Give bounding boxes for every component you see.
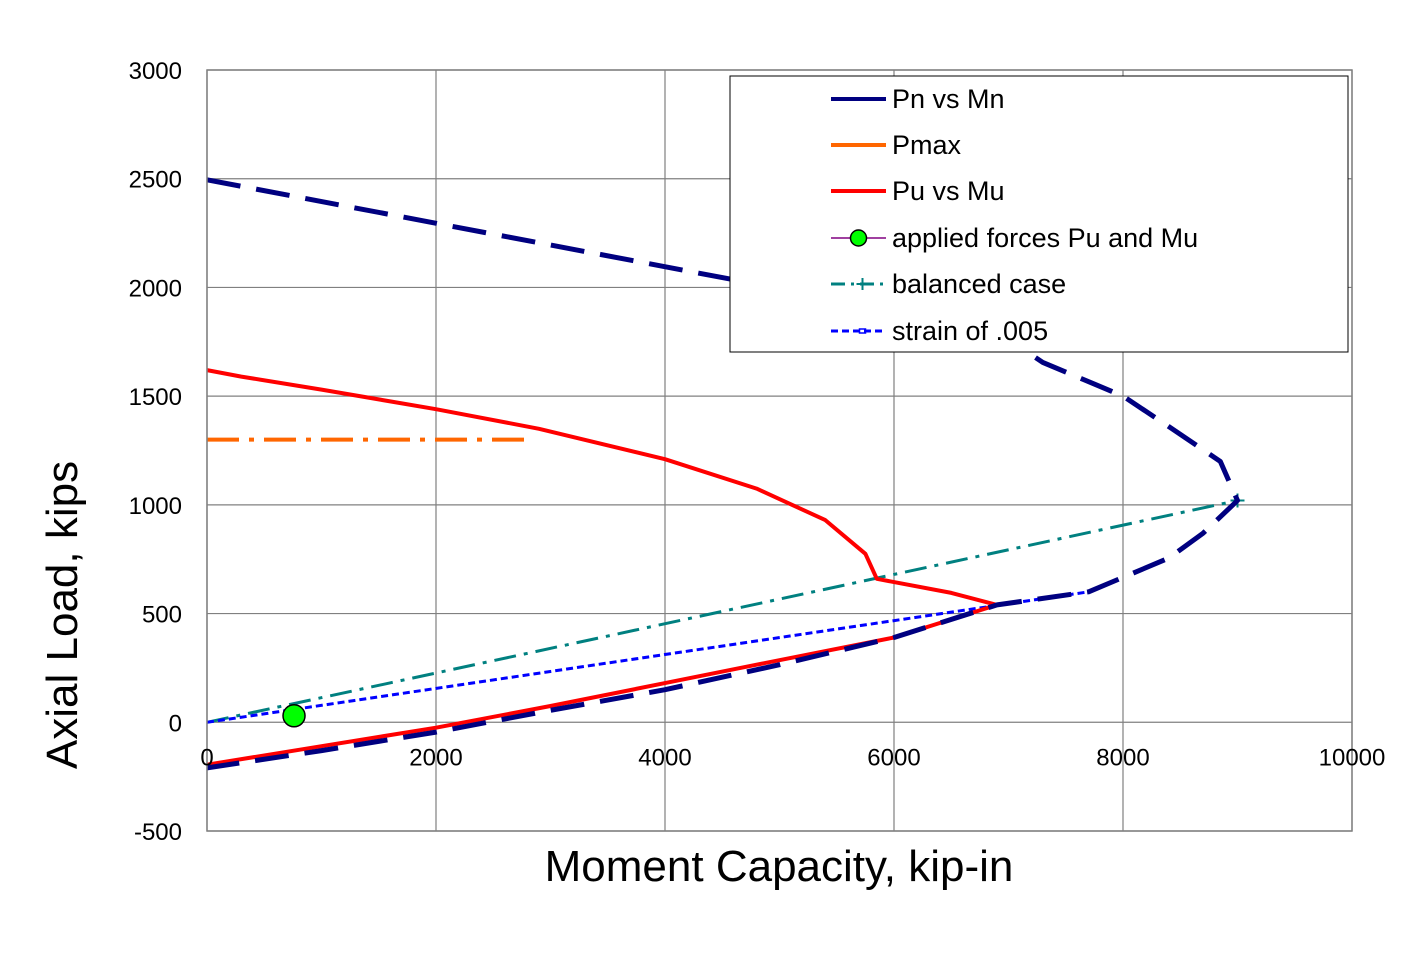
y-tick-label: 2000 bbox=[129, 275, 182, 302]
x-axis-title: Moment Capacity, kip-in bbox=[545, 842, 1014, 891]
plot-area-border bbox=[206, 69, 1353, 832]
x-tick-label: 6000 bbox=[867, 744, 920, 771]
y-axis-title: Axial Load, kips bbox=[38, 461, 87, 769]
legend-item-balanced-case: balanced case bbox=[831, 269, 1066, 299]
legend-label: Pmax bbox=[892, 130, 962, 160]
legend-item-pmax: Pmax bbox=[831, 130, 962, 160]
series-pu-vs-mu-line bbox=[206, 368, 999, 767]
series-balanced-case-line bbox=[206, 499, 1238, 724]
y-tick-label: 3000 bbox=[129, 58, 182, 85]
x-tick-label: 8000 bbox=[1096, 744, 1149, 771]
legend-item-strain-of-005: strain of .005 bbox=[831, 316, 1048, 346]
y-tick-label: 2500 bbox=[129, 167, 182, 194]
y-tick-label: -500 bbox=[134, 819, 182, 846]
x-tick-label: 4000 bbox=[638, 744, 691, 771]
legend-label: strain of .005 bbox=[892, 316, 1048, 346]
legend-swatch-marker bbox=[858, 328, 867, 334]
x-tick-label: 0 bbox=[200, 744, 213, 771]
legend-item-pn-vs-mn: Pn vs Mn bbox=[831, 84, 1005, 114]
x-tick-label: 2000 bbox=[409, 744, 462, 771]
legend: Pn vs Mn Pmax Pu vs Mu applied forces Pu an… bbox=[729, 75, 1349, 353]
legend-swatch-marker bbox=[849, 229, 868, 247]
y-axis-ticks: -500 0 500 1000 1500 2000 2500 3000 bbox=[129, 58, 182, 846]
legend-box bbox=[729, 75, 1349, 353]
y-tick-label: 0 bbox=[169, 710, 182, 737]
legend-item-pu-vs-mu: Pu vs Mu bbox=[831, 176, 1005, 206]
y-tick-label: 1000 bbox=[129, 493, 182, 520]
legend-label: Pn vs Mn bbox=[892, 84, 1005, 114]
legend-label: Pu vs Mu bbox=[892, 176, 1005, 206]
x-tick-label: 10000 bbox=[1319, 744, 1386, 771]
y-tick-label: 1500 bbox=[129, 384, 182, 411]
legend-item-applied-forces-pu-and-mu: applied forces Pu and Mu bbox=[831, 223, 1198, 253]
legend-swatch-marker bbox=[856, 278, 869, 290]
series-applied-forces-pu-and-mu-marker bbox=[282, 704, 306, 728]
y-tick-label: 500 bbox=[142, 602, 182, 629]
x-axis-ticks: 0 2000 4000 6000 8000 10000 bbox=[200, 744, 1385, 771]
legend-label: balanced case bbox=[892, 269, 1066, 299]
series-strain-of-005-line bbox=[206, 590, 1089, 724]
legend-label: applied forces Pu and Mu bbox=[892, 223, 1198, 253]
